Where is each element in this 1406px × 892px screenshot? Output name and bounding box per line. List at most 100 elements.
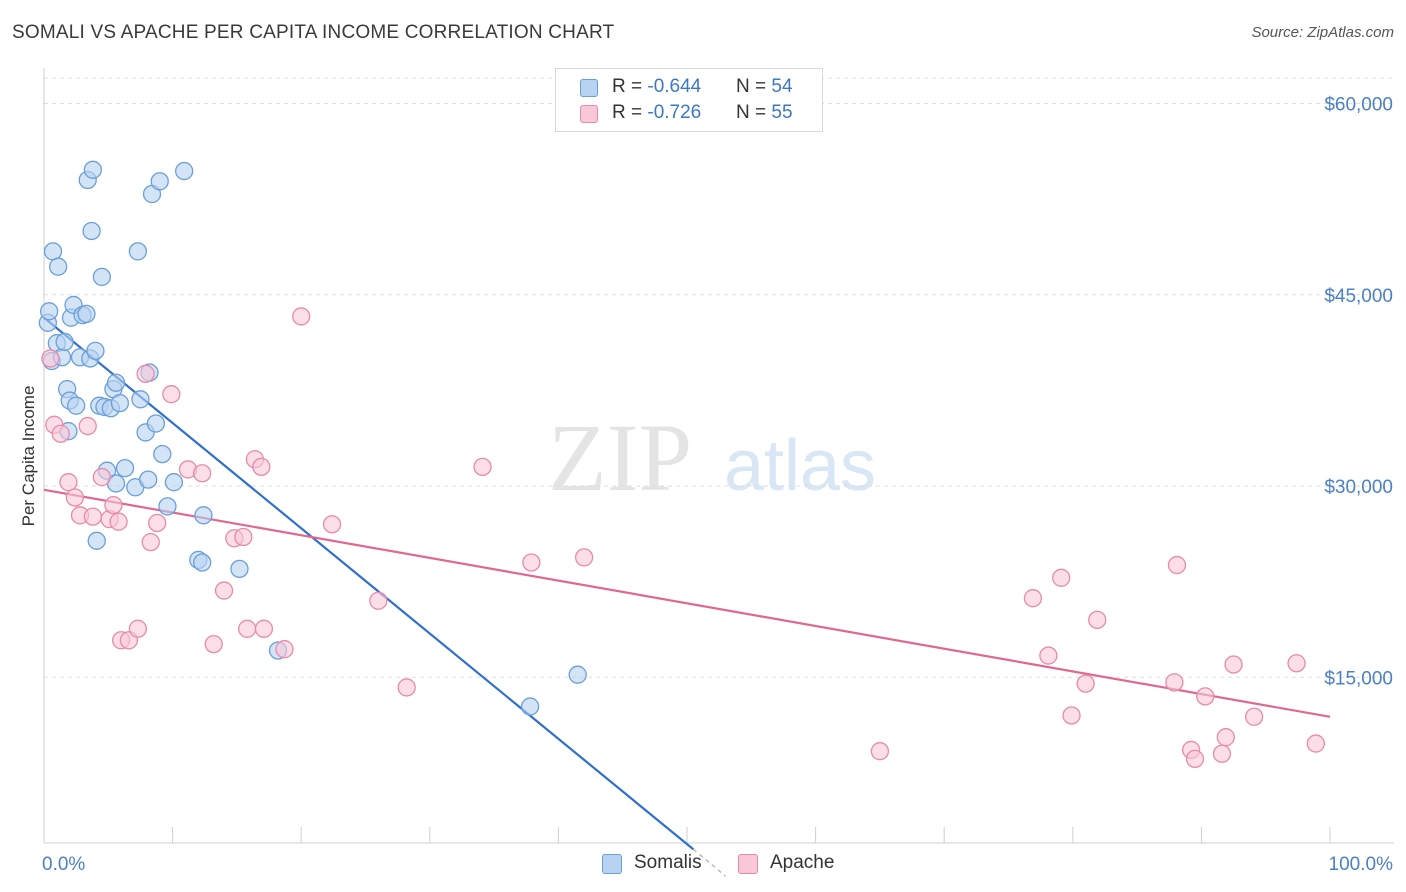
apache-point [1023, 589, 1043, 608]
apache-point [1244, 707, 1264, 726]
apache-point [1196, 687, 1215, 706]
somali-point [520, 697, 540, 716]
regression-lines [43, 316, 1331, 877]
chart-title: SOMALI VS APACHE PER CAPITA INCOME CORRE… [12, 22, 615, 43]
watermark-zip: ZIP [548, 404, 692, 511]
apache-point [397, 678, 416, 697]
data-points [38, 160, 1326, 768]
y-axis-label: Per Capita Income [19, 386, 38, 527]
somali-point [150, 172, 169, 191]
somali-point [86, 341, 105, 361]
apache-point [574, 548, 594, 567]
axis-ticks: $15,000 $30,000 $45,000 $60,000 0.0% 100.0% [42, 95, 1393, 876]
apache-point [83, 507, 103, 526]
somalis-legend-swatch [602, 854, 622, 874]
somali-point [83, 160, 103, 179]
apache-point [162, 385, 181, 404]
y-tick-label: $45,000 [1324, 286, 1393, 307]
apache-legend-label: Apache [770, 852, 835, 873]
somali-point [110, 393, 130, 413]
somali-point [164, 473, 184, 492]
apache-point [136, 364, 155, 383]
somali-point [230, 559, 249, 579]
apache-point [238, 619, 257, 638]
somali-point [128, 242, 148, 261]
apache-point [292, 307, 311, 326]
source-credit: Source: ZipAtlas.com [1251, 24, 1394, 41]
apache-point [59, 473, 78, 492]
x-tick-label-min: 0.0% [42, 854, 85, 875]
somali-regression-line [43, 316, 695, 851]
somali-point [77, 304, 96, 324]
apache-point [369, 591, 388, 610]
somali-point [153, 444, 172, 464]
apache-point [148, 513, 167, 533]
somali-point [115, 458, 135, 478]
apache-r-label: R = [612, 102, 648, 123]
apache-point [1306, 734, 1326, 753]
apache-regression-line [43, 488, 1331, 718]
apache-point [65, 488, 85, 507]
apache-point [522, 553, 541, 572]
apache-point [1039, 646, 1058, 665]
grid-lines [44, 77, 1394, 678]
somalis-legend-label: Somalis [634, 852, 702, 873]
somali-point [43, 242, 63, 261]
apache-point [1062, 706, 1081, 725]
apache-point [141, 532, 160, 552]
somali-point [146, 414, 166, 433]
legend-row-apache: R = -0.726 N = 55 [556, 102, 822, 126]
apache-swatch [580, 105, 598, 123]
y-tick-label: $60,000 [1324, 95, 1393, 116]
somali-point [193, 553, 212, 572]
apache-point [254, 619, 274, 638]
somali-point [158, 497, 177, 516]
apache-point [214, 581, 234, 600]
somali-swatch [580, 79, 598, 97]
apache-point [252, 457, 271, 477]
somali-point [194, 506, 213, 525]
y-tick-label: $15,000 [1324, 668, 1393, 689]
somali-regression-extension [692, 848, 727, 877]
apache-point [109, 512, 128, 531]
apache-point [234, 527, 253, 547]
apache-point [1224, 655, 1243, 674]
apache-point [1052, 568, 1071, 587]
apache-point [870, 742, 890, 761]
apache-point [1212, 744, 1232, 763]
somali-n-label: N = [736, 76, 772, 97]
somali-point [67, 396, 86, 415]
apache-point [1185, 749, 1205, 768]
somali-point [48, 257, 68, 276]
apache-point [193, 464, 212, 483]
y-tick-label: $30,000 [1324, 477, 1393, 498]
correlation-legend: R = -0.644 N = 54 R = -0.726 N = 55 [555, 68, 823, 132]
apache-point [1287, 654, 1306, 673]
apache-point [275, 640, 294, 659]
somali-point [39, 302, 59, 321]
watermark-atlas: atlas [724, 426, 876, 506]
somali-r-value: -0.644 [647, 76, 702, 97]
axes [43, 68, 1394, 844]
apache-point [473, 457, 492, 477]
apache-point [104, 495, 123, 515]
somali-r-label: R = [612, 76, 648, 97]
legend-row-somalis: R = -0.644 N = 54 [556, 76, 822, 100]
somali-point [92, 267, 112, 287]
somali-point [82, 221, 101, 241]
apache-point [128, 619, 148, 638]
apache-n-label: N = [736, 102, 772, 123]
apache-r-value: -0.726 [647, 102, 702, 123]
apache-n-value: 55 [771, 102, 793, 123]
apache-legend-swatch [738, 854, 758, 874]
somali-point [175, 161, 194, 181]
x-tick-label-max: 100.0% [1329, 854, 1394, 875]
apache-point [322, 515, 342, 534]
somali-point [131, 390, 150, 409]
somali-point [139, 470, 158, 489]
apache-point [1076, 674, 1095, 693]
somali-point [55, 332, 74, 352]
apache-point [1165, 673, 1184, 692]
